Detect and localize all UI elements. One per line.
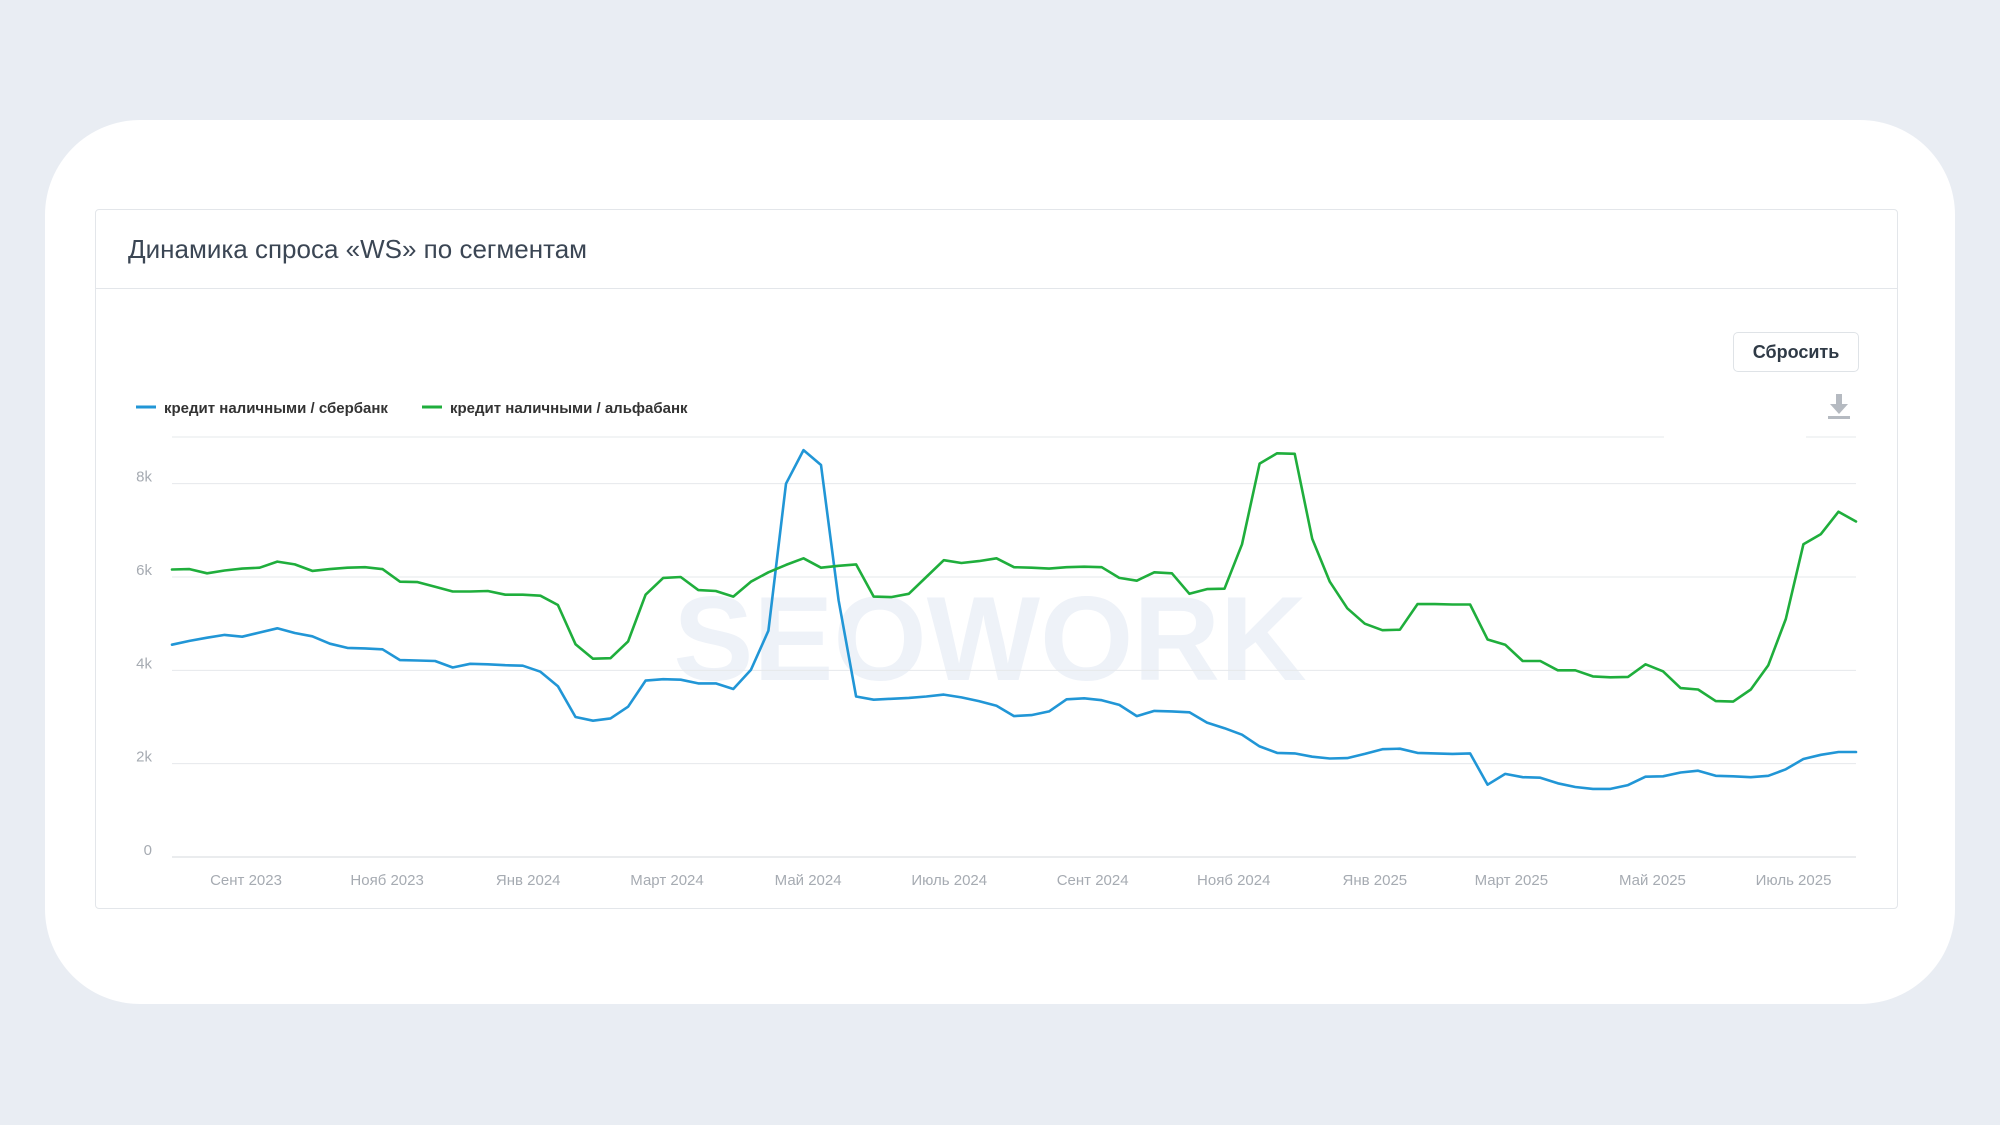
- legend-label-sberbank[interactable]: кредит наличными / сбербанк: [164, 400, 388, 417]
- y-axis-ticks: 0 2k 4k 6k 8k: [136, 469, 152, 859]
- series-line-sberbank[interactable]: [170, 448, 1858, 791]
- x-tick-label: Март 2025: [1475, 872, 1548, 889]
- x-axis-ticks: Сент 2023 Нояб 2023 Янв 2024 Март 2024 Май 2…: [210, 872, 1831, 889]
- series-line-alfabank[interactable]: [170, 451, 1858, 703]
- x-tick-label: Сент 2023: [210, 872, 282, 889]
- x-tick-label: Июль 2024: [911, 872, 987, 889]
- download-icon[interactable]: [1826, 393, 1852, 421]
- x-tick-label: Сент 2024: [1057, 872, 1129, 889]
- x-tick-label: Июль 2025: [1756, 872, 1832, 889]
- y-tick-label: 8k: [136, 469, 152, 486]
- x-tick-label: Янв 2024: [496, 872, 561, 889]
- page-title: Динамика спроса «WS» по сегментам: [128, 234, 588, 264]
- legend-label-alfabank[interactable]: кредит наличными / альфабанк: [450, 400, 688, 417]
- x-tick-label: Нояб 2023: [350, 872, 423, 889]
- y-tick-label: 4k: [136, 655, 152, 672]
- x-tick-label: Май 2025: [1619, 872, 1686, 889]
- legend: кредит наличными / сбербанк кредит налич…: [136, 400, 688, 417]
- y-tick-label: 0: [144, 842, 152, 859]
- y-tick-label: 6k: [136, 562, 152, 579]
- y-tick-label: 2k: [136, 749, 152, 766]
- reset-button[interactable]: Сбросить: [1733, 332, 1859, 372]
- watermark: SEOWORK: [673, 572, 1306, 706]
- x-tick-label: Май 2024: [775, 872, 842, 889]
- x-tick-label: Янв 2025: [1343, 872, 1408, 889]
- x-tick-label: Нояб 2024: [1197, 872, 1270, 889]
- x-tick-label: Март 2024: [630, 872, 703, 889]
- series-lines: [170, 448, 1858, 791]
- panel-header: Динамика спроса «WS» по сегментам: [96, 210, 1897, 289]
